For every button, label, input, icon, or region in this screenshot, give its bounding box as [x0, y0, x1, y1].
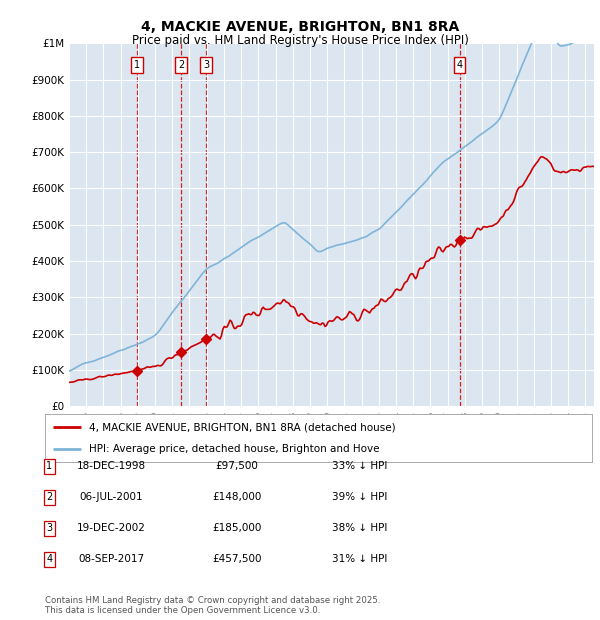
Text: 4: 4 — [46, 554, 52, 564]
Text: 31% ↓ HPI: 31% ↓ HPI — [332, 554, 388, 564]
Text: £185,000: £185,000 — [212, 523, 262, 533]
Text: 38% ↓ HPI: 38% ↓ HPI — [332, 523, 388, 533]
Text: £97,500: £97,500 — [215, 461, 259, 471]
Text: 4: 4 — [457, 60, 463, 70]
Text: HPI: Average price, detached house, Brighton and Hove: HPI: Average price, detached house, Brig… — [89, 444, 379, 454]
Text: 1: 1 — [134, 60, 140, 70]
Text: 06-JUL-2001: 06-JUL-2001 — [79, 492, 143, 502]
Text: 33% ↓ HPI: 33% ↓ HPI — [332, 461, 388, 471]
Text: 2: 2 — [46, 492, 52, 502]
Text: 2: 2 — [178, 60, 184, 70]
Text: 18-DEC-1998: 18-DEC-1998 — [76, 461, 146, 471]
Text: Contains HM Land Registry data © Crown copyright and database right 2025.
This d: Contains HM Land Registry data © Crown c… — [45, 596, 380, 615]
Text: 3: 3 — [46, 523, 52, 533]
Text: 4, MACKIE AVENUE, BRIGHTON, BN1 8RA: 4, MACKIE AVENUE, BRIGHTON, BN1 8RA — [141, 20, 459, 34]
Text: £148,000: £148,000 — [212, 492, 262, 502]
Text: 3: 3 — [203, 60, 209, 70]
Text: 1: 1 — [46, 461, 52, 471]
Text: 4, MACKIE AVENUE, BRIGHTON, BN1 8RA (detached house): 4, MACKIE AVENUE, BRIGHTON, BN1 8RA (det… — [89, 422, 395, 432]
Text: 39% ↓ HPI: 39% ↓ HPI — [332, 492, 388, 502]
Text: Price paid vs. HM Land Registry's House Price Index (HPI): Price paid vs. HM Land Registry's House … — [131, 34, 469, 47]
Text: £457,500: £457,500 — [212, 554, 262, 564]
Text: 08-SEP-2017: 08-SEP-2017 — [78, 554, 144, 564]
Text: 19-DEC-2002: 19-DEC-2002 — [77, 523, 145, 533]
